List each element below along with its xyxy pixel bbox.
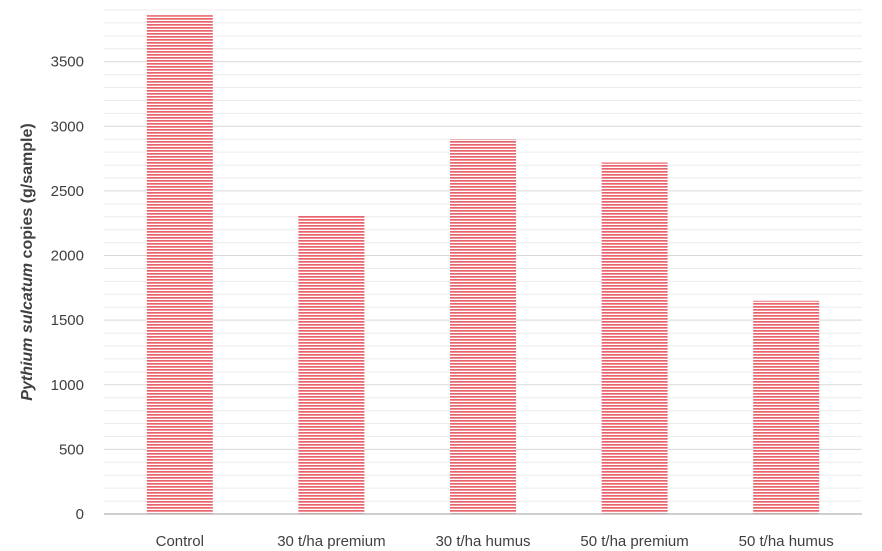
y-tick-labels: 0 500 1000 1500 2000 2500 3000 3500	[51, 54, 84, 523]
y-tick-label: 500	[59, 441, 84, 458]
x-tick-labels: Control 30 t/ha premium 30 t/ha humus 50 t/…	[156, 533, 834, 550]
x-tick-label: Control	[156, 533, 204, 550]
x-tick-label: 30 t/ha premium	[277, 533, 385, 550]
y-tick-label: 1000	[51, 377, 84, 394]
y-tick-label: 3000	[51, 118, 84, 135]
bar	[753, 300, 820, 514]
y-axis-title-species: Pythium sulcatum	[19, 263, 36, 401]
y-axis-title-unit: copies (g/sample)	[19, 123, 36, 263]
y-tick-label: 0	[76, 506, 84, 523]
bar	[601, 162, 668, 514]
x-tick-label: 50 t/ha humus	[739, 533, 834, 550]
y-tick-label: 2500	[51, 183, 84, 200]
y-axis-title: Pythium sulcatum copies (g/sample)	[19, 123, 36, 400]
y-tick-label: 3500	[51, 54, 84, 71]
bar	[146, 15, 213, 515]
x-tick-label: 30 t/ha humus	[435, 533, 530, 550]
y-tick-label: 2000	[51, 248, 84, 265]
bar	[298, 215, 365, 514]
bars	[146, 15, 820, 515]
x-tick-label: 50 t/ha premium	[580, 533, 688, 550]
y-tick-label: 1500	[51, 312, 84, 329]
bar	[450, 139, 516, 514]
